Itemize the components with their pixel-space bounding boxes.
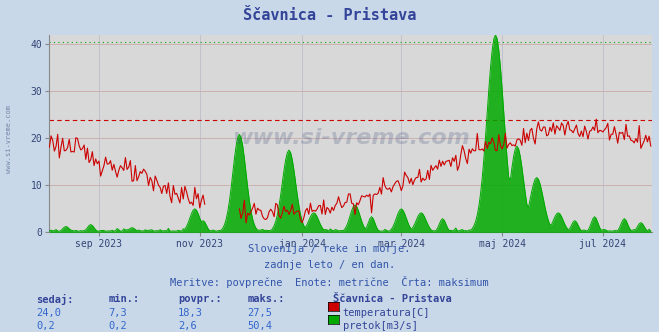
Text: Ščavnica - Pristava: Ščavnica - Pristava (333, 294, 451, 304)
Text: 7,3: 7,3 (109, 308, 127, 318)
Text: pretok[m3/s]: pretok[m3/s] (343, 321, 418, 331)
Text: maks.:: maks.: (247, 294, 285, 304)
Text: 27,5: 27,5 (247, 308, 272, 318)
Text: Meritve: povprečne  Enote: metrične  Črta: maksimum: Meritve: povprečne Enote: metrične Črta:… (170, 276, 489, 288)
Text: Ščavnica - Pristava: Ščavnica - Pristava (243, 8, 416, 23)
Text: Slovenija / reke in morje.: Slovenija / reke in morje. (248, 244, 411, 254)
Text: min.:: min.: (109, 294, 140, 304)
Text: povpr.:: povpr.: (178, 294, 221, 304)
Text: zadnje leto / en dan.: zadnje leto / en dan. (264, 260, 395, 270)
Text: temperatura[C]: temperatura[C] (343, 308, 430, 318)
Text: 50,4: 50,4 (247, 321, 272, 331)
Text: 0,2: 0,2 (109, 321, 127, 331)
Text: www.si-vreme.com: www.si-vreme.com (5, 106, 12, 173)
Text: 0,2: 0,2 (36, 321, 55, 331)
Text: 2,6: 2,6 (178, 321, 196, 331)
Text: sedaj:: sedaj: (36, 294, 74, 305)
Text: 24,0: 24,0 (36, 308, 61, 318)
Text: 18,3: 18,3 (178, 308, 203, 318)
Text: www.si-vreme.com: www.si-vreme.com (232, 127, 470, 148)
